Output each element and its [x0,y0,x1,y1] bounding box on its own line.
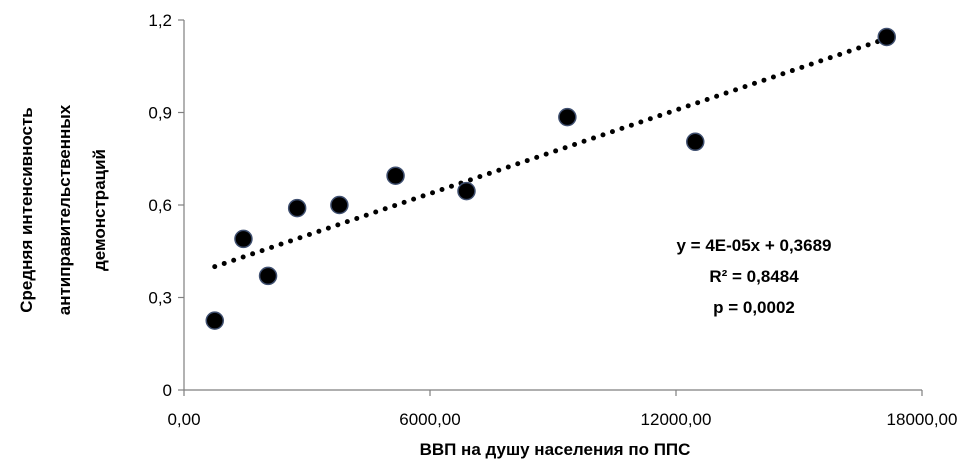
y-tick-label: 0 [163,381,172,400]
data-points [205,27,896,330]
y-tick-label: 1,2 [148,11,172,30]
data-point [330,195,349,215]
y-axis-ticks: 0 0,3 0,6 0,9 1,2 [148,11,184,400]
trendline-group [212,36,890,270]
data-point [287,198,307,218]
p-value-label: p = 0,0002 [713,298,795,317]
y-axis-title-line-1: Средняя интенсивность [17,107,36,313]
x-tick-label: 0,00 [167,410,200,429]
y-tick-label: 0,9 [148,104,172,123]
trendline [212,36,890,270]
x-tick-label: 18000,00 [887,410,958,429]
data-point [457,181,476,201]
x-tick-label: 6000,00 [399,410,460,429]
regression-equation: y = 4E-05x + 0,3689 [676,236,831,255]
x-axis-title: ВВП на душу населения по ППС [420,440,691,459]
y-axis-title: Средняя интенсивность антиправительствен… [17,104,109,315]
x-tick-label: 12000,00 [641,410,712,429]
r-squared-label: R² = 0,8484 [709,267,799,286]
y-axis-title-line-2: антиправительственных [55,104,74,315]
x-axis-ticks: 0,00 6000,00 12000,00 18000,00 [167,390,957,429]
data-point [258,266,278,286]
data-point [205,311,224,330]
y-tick-label: 0,3 [148,289,172,308]
y-axis-title-line-3: демонстраций [90,149,109,271]
y-tick-label: 0,6 [148,196,172,215]
axes [183,20,922,391]
data-point [386,166,405,185]
data-point [877,27,896,47]
data-point [686,132,705,152]
data-point [234,229,253,249]
data-point [558,107,577,127]
